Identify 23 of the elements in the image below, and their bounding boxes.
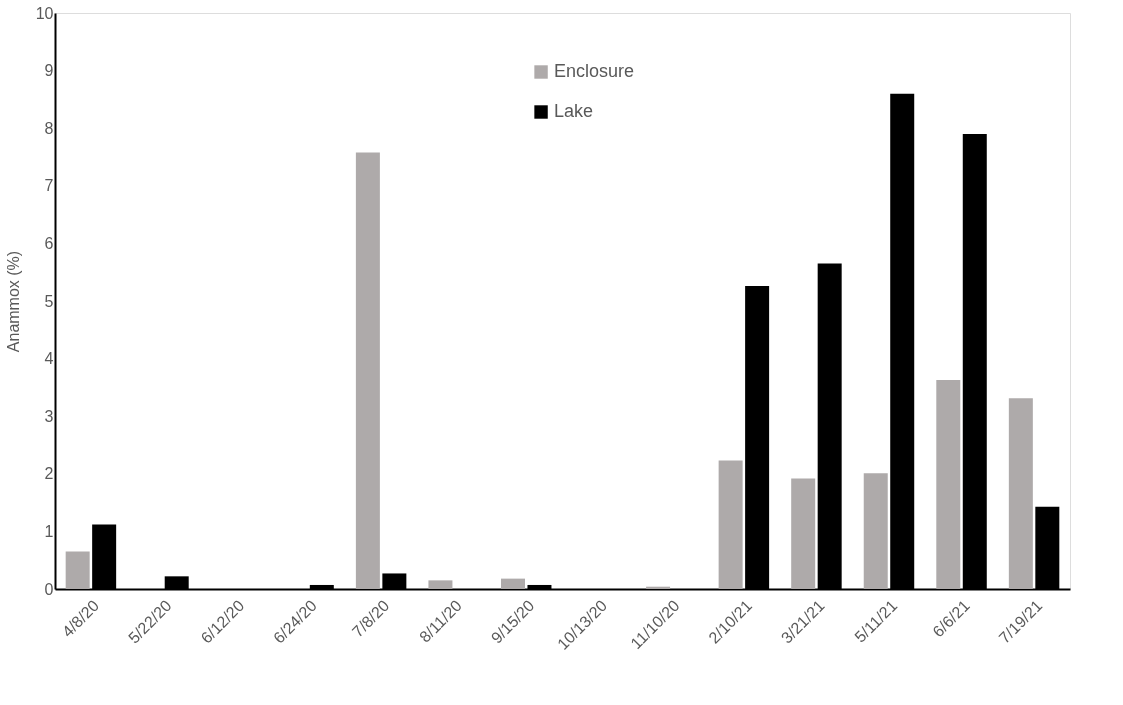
- y-axis-title: Anammox (%): [4, 250, 22, 353]
- bar: [863, 473, 888, 589]
- bar: [1008, 398, 1033, 589]
- y-tick-label: 3: [44, 407, 54, 425]
- bar: [936, 379, 961, 589]
- legend-label: Lake: [554, 101, 594, 121]
- bar: [428, 580, 453, 589]
- bar: [65, 551, 90, 589]
- y-tick-label: 7: [44, 177, 54, 195]
- y-tick-label: 10: [35, 4, 54, 22]
- y-tick-label: 2: [44, 465, 54, 483]
- y-tick-label: 0: [44, 580, 54, 598]
- bar: [355, 152, 380, 589]
- y-tick-label: 5: [44, 292, 54, 310]
- legend-label: Enclosure: [554, 61, 635, 81]
- y-tick-label: 6: [44, 234, 54, 252]
- y-tick-label: 1: [44, 522, 54, 540]
- bar: [791, 478, 816, 589]
- bar: [718, 460, 743, 589]
- y-tick-label: 9: [44, 62, 54, 80]
- y-tick-label: 4: [44, 350, 54, 368]
- bar: [500, 578, 525, 589]
- y-tick-label: 8: [44, 119, 54, 137]
